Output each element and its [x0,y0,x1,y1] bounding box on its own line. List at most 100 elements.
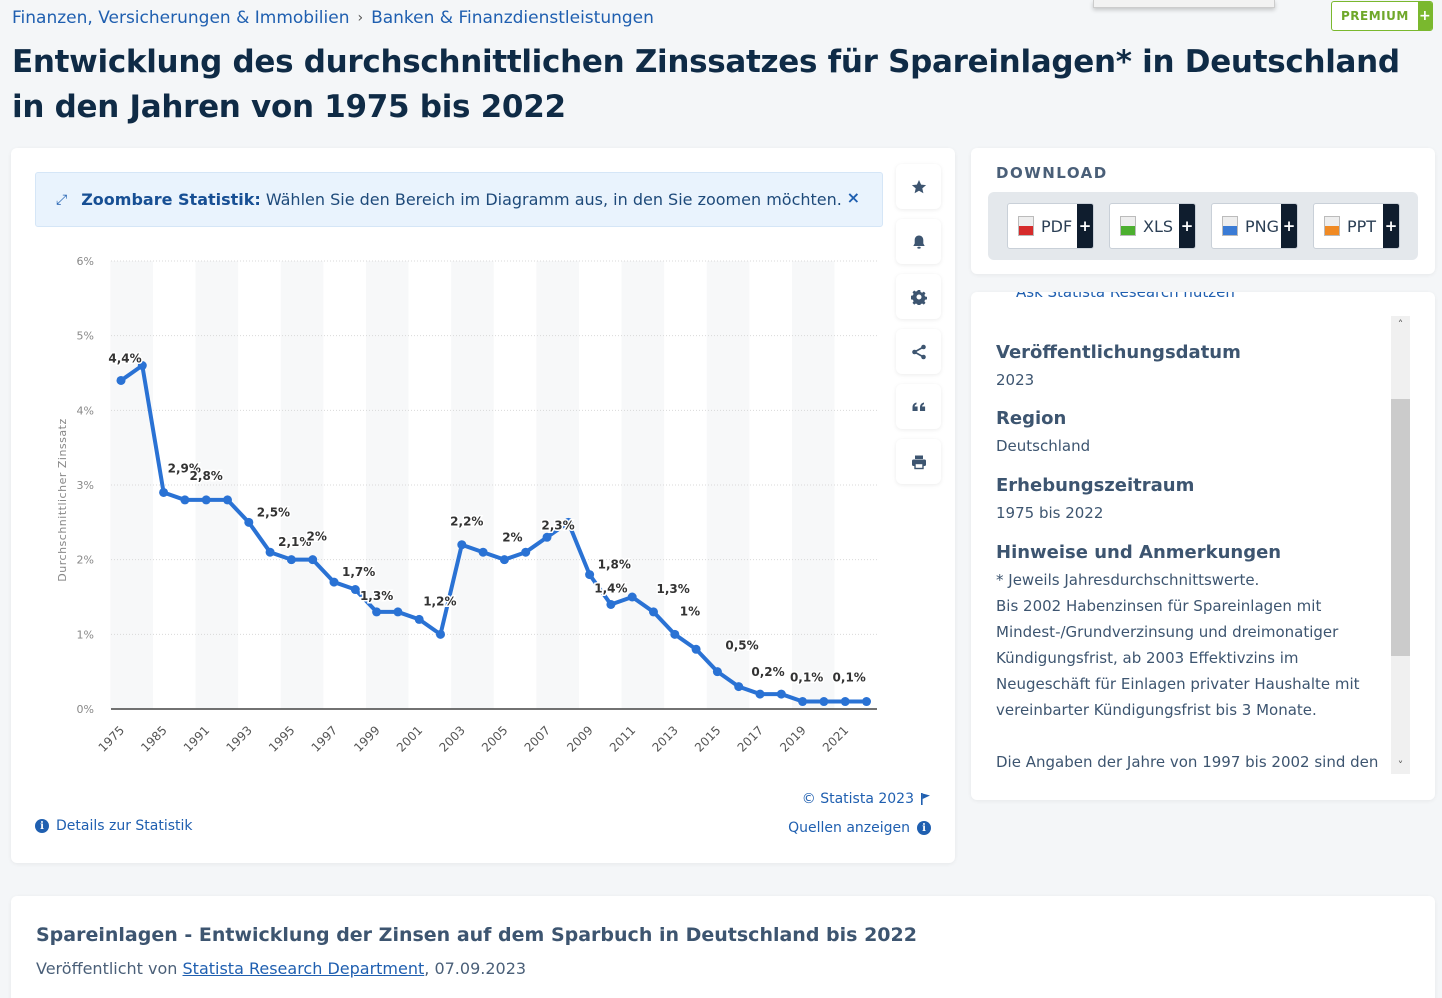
zoom-banner: ⤢ Zoombare Statistik: Wählen Sie den Ber… [35,172,883,227]
y-tick-label: 5% [77,330,94,343]
data-label: 2% [307,530,327,544]
copyright[interactable]: © Statista 2023 [802,791,931,807]
y-tick-label: 4% [77,404,94,417]
details-link[interactable]: i Details zur Statistik [35,818,193,834]
data-point [159,487,169,497]
share-button[interactable] [896,329,941,374]
y-tick-label: 3% [77,479,94,492]
scrollbar[interactable]: ˄ ˅ [1391,316,1410,774]
data-label: 0,5% [725,639,758,653]
download-card: DOWNLOAD PDF + XLS + PNG + PPT + [971,148,1435,274]
statistic-summary-card: Spareinlagen - Entwicklung der Zinsen au… [11,896,1435,998]
page-title: Entwicklung des durchschnittlichen Zinss… [12,44,1400,125]
meta-notes: Hinweise und Anmerkungen * Jeweils Jahre… [996,542,1381,775]
published-by: Veröffentlicht von Statista Research Dep… [36,959,526,978]
meta-label: Hinweise und Anmerkungen [996,542,1282,563]
chevron-down-icon[interactable]: ˅ [1397,759,1404,772]
data-point [201,495,211,505]
data-label: 1,8% [598,558,631,572]
details-scroll-area[interactable]: Ask Statista Research nutzen Veröffentli… [996,292,1381,782]
data-point [244,517,254,527]
download-title: DOWNLOAD [996,164,1108,182]
premium-label: PREMIUM [1341,9,1409,23]
data-point [478,547,488,557]
chevron-up-icon[interactable]: ˄ [1397,318,1404,331]
data-point [223,495,232,505]
close-icon[interactable]: × [846,188,860,207]
data-point [734,682,744,692]
cite-button[interactable] [896,384,941,429]
quote-icon [912,402,925,411]
summary-title: Spareinlagen - Entwicklung der Zinsen au… [36,924,917,946]
data-label: 2,3% [541,518,574,532]
data-label: 1% [680,604,700,618]
ppt-file-icon [1324,216,1340,236]
zoom-banner-bold: Zoombare Statistik: [81,190,261,209]
star-icon [911,179,926,193]
download-pdf-button[interactable]: PDF + [1007,203,1094,249]
meta-label: Erhebungszeitraum [996,475,1195,496]
x-tick-label: 1985 [138,723,169,754]
plus-icon[interactable]: + [1179,204,1195,248]
x-tick-label: 1993 [223,723,254,754]
line-chart[interactable]: 0% 1% 2% 3% 4% 5% 6% Durchschnittlicher Zinssat… [11,238,911,798]
settings-button[interactable] [896,274,941,319]
download-png-button[interactable]: PNG + [1211,203,1298,249]
data-point [372,607,382,617]
data-label: 4,4% [108,351,141,365]
breadcrumb-item-finance[interactable]: Finanzen, Versicherungen & Immobilien [12,8,350,28]
data-point [627,592,637,602]
breadcrumb: Finanzen, Versicherungen & Immobilien › … [12,8,654,28]
plot-band [536,261,579,709]
favorite-button[interactable] [896,164,941,209]
expand-icon: ⤢ [56,191,68,208]
scrollbar-thumb[interactable] [1391,399,1410,656]
ask-research-link[interactable]: Ask Statista Research nutzen [1016,292,1235,301]
copyright-text: © Statista 2023 [801,791,914,807]
print-button[interactable] [896,439,941,484]
data-point [499,555,509,565]
plus-icon[interactable]: + [1077,204,1093,248]
published-date: , 07.09.2023 [424,959,527,978]
data-point [116,375,126,385]
meta-value: * Jeweils Jahresdurchschnittswerte. Bis … [996,571,1379,771]
plus-icon: + [1417,2,1432,30]
sources-link[interactable]: Quellen anzeigen i [788,820,931,836]
download-ppt-button[interactable]: PPT + [1313,203,1400,249]
meta-region: Region Deutschland [996,408,1381,459]
data-point [670,629,680,639]
breadcrumb-item-banks[interactable]: Banken & Finanzdienstleistungen [371,8,654,28]
data-label: 1,3% [360,589,393,603]
data-point [265,547,275,557]
statistic-details-card: Ask Statista Research nutzen Veröffentli… [971,292,1435,800]
png-image-icon [1222,216,1238,236]
y-tick-label: 1% [77,628,94,641]
plus-icon[interactable]: + [1281,204,1297,248]
share-icon [911,344,926,359]
data-point [308,555,318,565]
data-point [649,607,658,617]
data-point [457,540,467,550]
chart-card: ⤢ Zoombare Statistik: Wählen Sie den Ber… [11,148,955,863]
download-xls-button[interactable]: XLS + [1109,203,1196,249]
notification-button[interactable] [896,219,941,264]
plus-icon[interactable]: + [1383,204,1399,248]
y-tick-label: 2% [77,554,94,567]
x-tick-label: 2013 [649,723,680,754]
publisher-link[interactable]: Statista Research Department [182,959,425,978]
sources-label: Quellen anzeigen [788,820,910,836]
pdf-file-icon [1018,216,1034,236]
premium-button[interactable]: PREMIUM + [1331,1,1433,31]
data-point [691,644,701,654]
data-point [286,555,296,565]
zoom-banner-text: Wählen Sie den Bereich im Diagramm aus, … [265,190,842,209]
y-tick-label: 6% [77,255,94,268]
plot-band [451,261,494,709]
xls-file-icon [1120,216,1136,236]
info-icon: i [917,821,931,835]
data-point [350,585,360,595]
data-point [840,697,850,707]
data-label: 2,2% [450,515,483,529]
data-point [606,599,616,609]
x-tick-label: 2021 [820,723,851,754]
